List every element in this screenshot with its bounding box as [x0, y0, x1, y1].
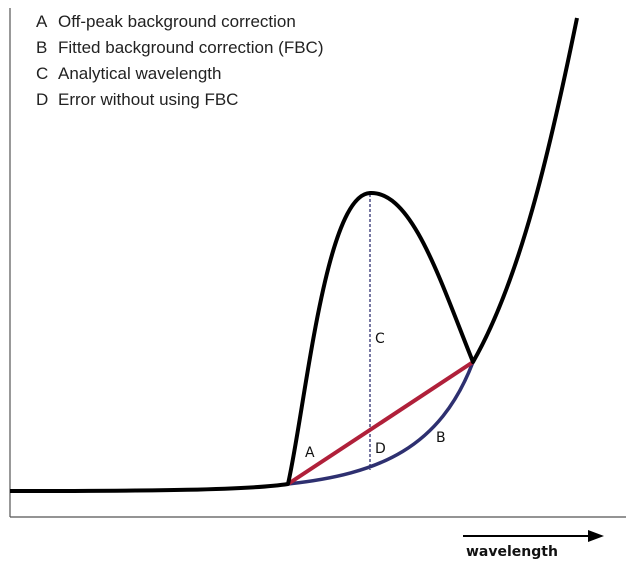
legend-text: Off-peak background correction: [58, 12, 296, 31]
label-d: D: [375, 441, 386, 457]
label-a: A: [305, 445, 315, 461]
spectrum-curve: [9, 17, 579, 493]
arrow-head: [588, 530, 604, 542]
off-peak-line: [286, 360, 475, 486]
legend-letter: B: [36, 38, 47, 57]
legend-letter: A: [36, 12, 48, 31]
x-axis-label: wavelength: [466, 544, 558, 560]
legend-text: Error without using FBC: [58, 90, 238, 109]
label-b: B: [436, 430, 446, 446]
legend-letter: D: [36, 90, 48, 109]
legend: A Off-peak background correction B Fitte…: [36, 12, 324, 109]
legend-text: Analytical wavelength: [58, 64, 221, 83]
legend-letter: C: [36, 64, 48, 83]
label-c: C: [375, 331, 385, 347]
legend-text: Fitted background correction (FBC): [58, 38, 324, 57]
fitted-background: [287, 361, 475, 486]
